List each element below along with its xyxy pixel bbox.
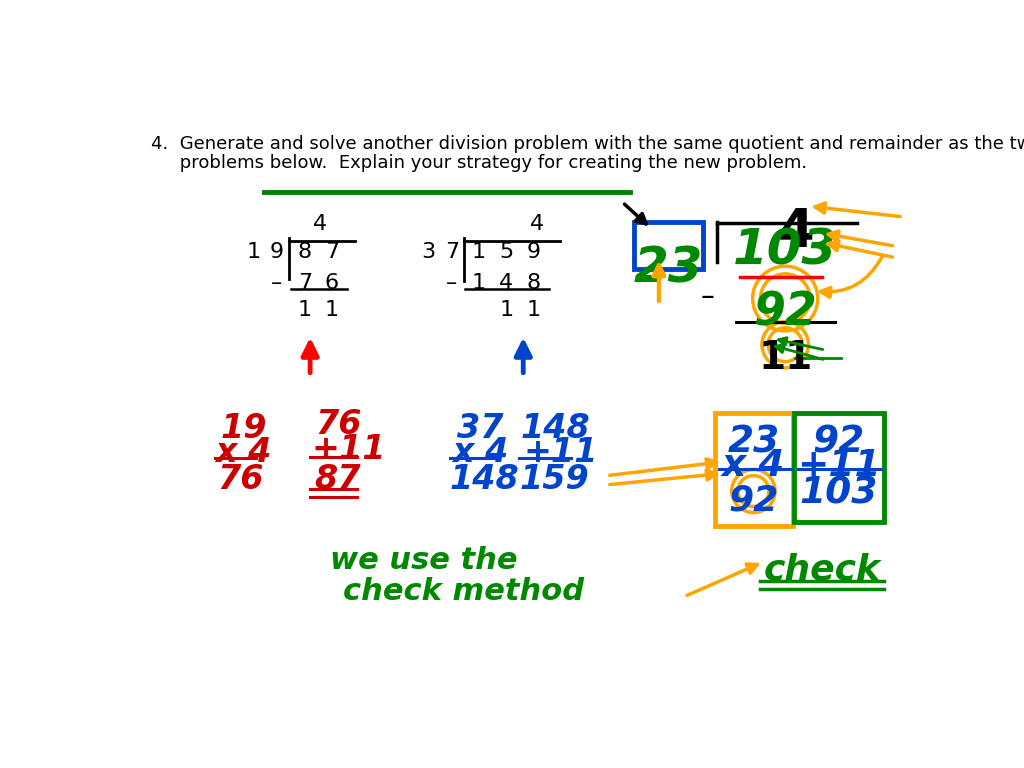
Text: 4: 4: [530, 214, 545, 233]
Text: +11: +11: [797, 448, 881, 484]
Text: 1: 1: [526, 300, 541, 320]
Text: 8: 8: [526, 273, 541, 293]
Text: 1: 1: [499, 300, 513, 320]
Text: 23: 23: [634, 245, 702, 293]
Text: 148: 148: [520, 412, 590, 445]
Text: 19: 19: [221, 412, 267, 445]
Text: 6: 6: [325, 273, 339, 293]
Text: check method: check method: [343, 578, 585, 606]
Text: 11: 11: [758, 339, 812, 376]
Text: –: –: [700, 283, 715, 311]
Text: 9: 9: [269, 243, 284, 263]
Text: problems below.  Explain your strategy for creating the new problem.: problems below. Explain your strategy fo…: [152, 154, 807, 172]
FancyBboxPatch shape: [634, 221, 703, 270]
Text: +11: +11: [523, 436, 598, 469]
Text: 92: 92: [754, 291, 817, 336]
Text: 37: 37: [458, 412, 504, 445]
Text: 8: 8: [298, 243, 311, 263]
Text: 7: 7: [325, 243, 339, 263]
Text: 76: 76: [217, 463, 263, 496]
Text: 4: 4: [499, 273, 513, 293]
Text: 103: 103: [800, 475, 878, 511]
Text: x 4: x 4: [216, 436, 272, 469]
Text: 1: 1: [325, 300, 339, 320]
Text: check: check: [764, 553, 881, 587]
FancyBboxPatch shape: [715, 413, 793, 525]
Text: x 4: x 4: [452, 436, 508, 469]
Text: 9: 9: [526, 243, 541, 263]
Text: 92: 92: [728, 483, 778, 518]
Text: –: –: [446, 273, 458, 293]
Text: 5: 5: [499, 243, 513, 263]
FancyBboxPatch shape: [794, 413, 884, 521]
Text: 1: 1: [472, 243, 486, 263]
Text: 1: 1: [247, 243, 261, 263]
Text: 1: 1: [298, 300, 311, 320]
Text: 7: 7: [444, 243, 459, 263]
Text: 4: 4: [313, 214, 328, 233]
Text: 1: 1: [472, 273, 486, 293]
Text: 4: 4: [778, 206, 814, 258]
Text: 7: 7: [298, 273, 311, 293]
Text: +11: +11: [311, 433, 386, 466]
Text: 76: 76: [315, 408, 362, 441]
Text: 3: 3: [422, 243, 436, 263]
Text: 148: 148: [450, 463, 519, 496]
Text: 159: 159: [519, 463, 589, 496]
Text: 4.  Generate and solve another division problem with the same quotient and remai: 4. Generate and solve another division p…: [152, 134, 1024, 153]
Text: x 4: x 4: [722, 448, 785, 484]
Text: 23: 23: [727, 425, 779, 461]
Text: 87: 87: [314, 462, 360, 495]
Text: 103: 103: [733, 227, 838, 275]
Text: we use the: we use the: [330, 547, 517, 575]
Text: –: –: [271, 273, 283, 293]
Text: 92: 92: [813, 425, 865, 461]
